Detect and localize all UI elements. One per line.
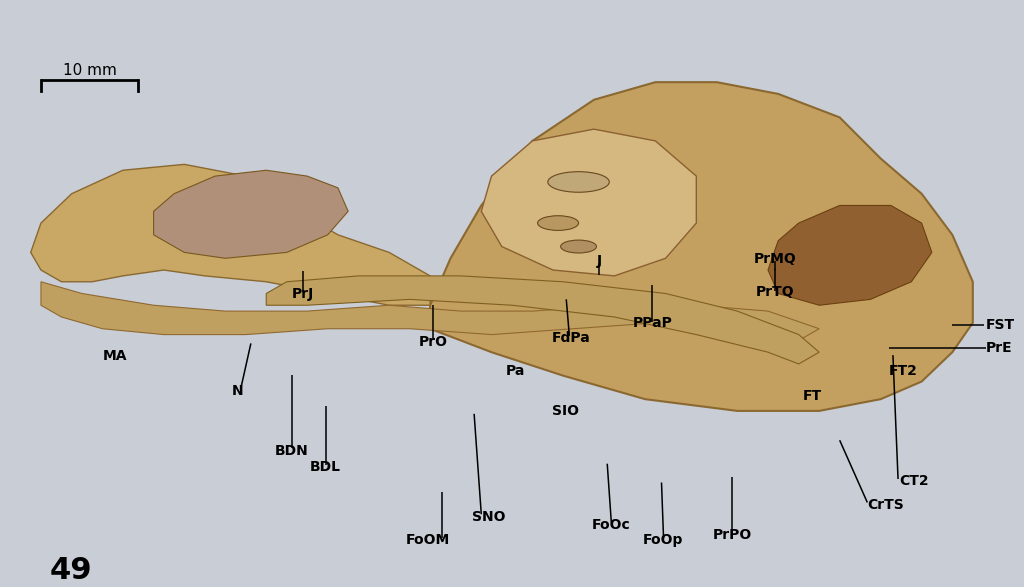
Text: FT: FT [803,389,821,403]
Text: FoOc: FoOc [592,518,631,532]
Text: SNO: SNO [472,510,505,524]
Text: N: N [231,384,244,398]
Text: PrJ: PrJ [292,286,314,301]
Polygon shape [430,82,973,411]
Text: 10 mm: 10 mm [62,63,117,78]
Text: PPaP: PPaP [633,316,672,330]
Polygon shape [768,205,932,305]
Text: BDN: BDN [275,444,308,458]
Text: FST: FST [986,318,1015,332]
Text: CrTS: CrTS [867,498,904,512]
Text: MA: MA [102,349,127,363]
Text: SIO: SIO [552,404,579,418]
Polygon shape [154,170,348,258]
Text: BDL: BDL [310,460,341,474]
Text: FoOM: FoOM [406,533,451,547]
Polygon shape [266,276,819,364]
Text: PrE: PrE [986,340,1013,355]
Text: PrPO: PrPO [713,528,752,542]
Text: FT2: FT2 [889,364,918,378]
Text: PrMQ: PrMQ [754,252,797,266]
Ellipse shape [548,172,609,193]
Text: FdPa: FdPa [552,331,591,345]
Ellipse shape [561,240,596,253]
Text: PrTQ: PrTQ [756,285,795,299]
Polygon shape [31,164,430,305]
Text: PrO: PrO [419,335,447,349]
Text: CT2: CT2 [899,474,929,488]
Text: FoOp: FoOp [642,533,683,547]
Polygon shape [481,129,696,276]
Text: 49: 49 [49,556,92,585]
Ellipse shape [538,216,579,230]
Text: Pa: Pa [506,364,524,378]
Text: J: J [596,254,602,268]
Polygon shape [41,282,819,340]
